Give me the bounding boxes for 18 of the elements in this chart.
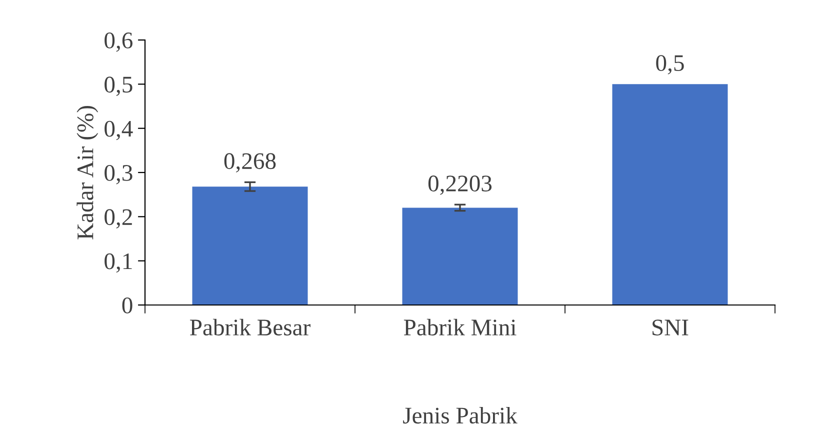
y-tick-label: 0,5	[104, 76, 132, 96]
y-tick-label: 0	[122, 297, 132, 314]
data-label: 0,2203	[428, 176, 492, 195]
x-tick-label: Pabrik Besar	[190, 318, 310, 336]
y-axis-title: Kadar Air (%)	[76, 106, 98, 240]
bar	[612, 84, 728, 305]
bar	[192, 186, 308, 305]
x-axis-title: Jenis Pabrik	[403, 406, 518, 424]
data-label: 0,268	[224, 153, 276, 172]
x-tick-label: Pabrik Mini	[404, 318, 516, 336]
y-tick-label: 0,1	[104, 253, 132, 273]
bar	[402, 208, 518, 305]
y-tick-label: 0,2	[104, 209, 132, 228]
y-tick-label: 0,6	[104, 32, 132, 52]
x-tick-label: SNI	[652, 320, 688, 336]
y-tick-label: 0,4	[104, 120, 133, 140]
data-label: 0,5	[656, 55, 684, 74]
y-tick-label: 0,3	[104, 164, 132, 184]
